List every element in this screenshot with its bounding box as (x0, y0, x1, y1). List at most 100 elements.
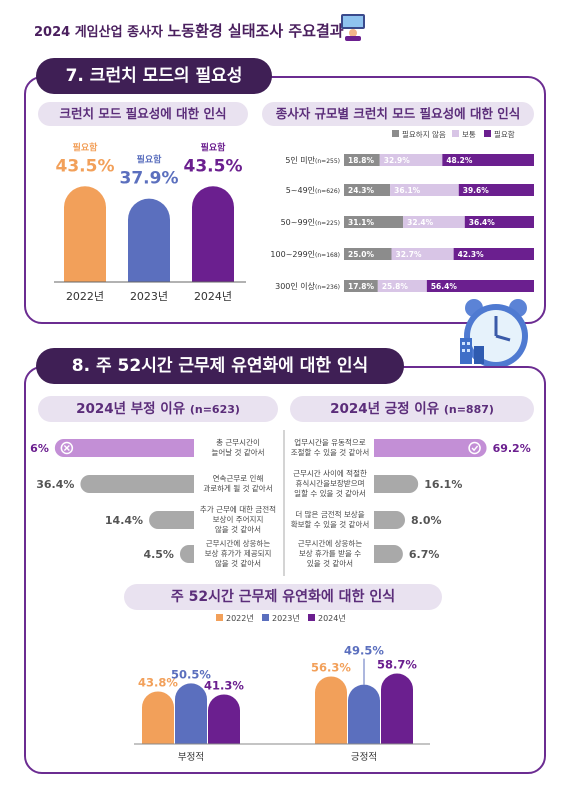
negative-reason-label: 추가 근무에 대한 금전적 보상이 주어지지 않을 것 같아서 (200, 504, 276, 534)
size-segment (453, 248, 534, 260)
size-segment (464, 216, 534, 228)
positive-heading-n: (n=887) (443, 403, 494, 416)
worker-monitor-icon (341, 14, 365, 41)
negative-reason-value: 14.4% (105, 514, 143, 527)
flex-legend-label: 2022년 (226, 613, 254, 623)
size-legend-label: 필요하지 않음 (402, 129, 446, 139)
flex-bar (315, 676, 347, 744)
size-segment-label: 32.7% (396, 250, 423, 259)
size-legend-swatch (484, 130, 491, 137)
positive-reason-label: 근무시간 사이에 적절한 휴식시간을보장받으며 일할 수 있을 것 같아서 (293, 468, 367, 498)
negative-reason-label: 근무시간에 상응하는 보상 휴가가 제공되지 않을 것 같아서 (205, 538, 272, 568)
section-7-title: 7. 크런치 모드의 필요성 (36, 58, 272, 94)
size-legend-label: 보통 (462, 130, 476, 139)
positive-check-icon (468, 441, 481, 455)
flex-bar (348, 684, 380, 744)
positive-reason-label: 더 많은 금전적 보상을 확보할 수 있을 것 같아서 (291, 509, 370, 529)
flex-value-label: 50.5% (171, 667, 211, 681)
negative-reasons-heading: 2024년 부정 이유 (n=623) (38, 396, 278, 422)
negative-x-mark (63, 445, 70, 451)
size-segment-label: 32.4% (407, 218, 434, 227)
size-segment-label: 36.4% (469, 218, 496, 227)
positive-reason-value: 16.1% (424, 478, 462, 491)
size-category-label: 5~49인(n=626) (286, 185, 340, 195)
crunch-right-heading: 종사자 규모별 크런치 모드 필요성에 대한 인식 (262, 102, 534, 126)
flex-bar (381, 673, 413, 744)
crunch-year-label: 2023년 (130, 290, 168, 303)
size-legend-label: 필요함 (494, 129, 515, 139)
flex-value-label: 43.8% (138, 675, 178, 689)
flex-legend-swatch (216, 614, 223, 621)
size-segment (379, 154, 443, 166)
size-segment (344, 248, 392, 260)
flex-bar (142, 691, 174, 744)
crunch-left-heading: 크런치 모드 필요성에 대한 인식 (38, 102, 248, 126)
negative-reason-bar (54, 439, 195, 457)
flex-legend-swatch (308, 614, 315, 621)
size-segment (442, 154, 534, 166)
crunch-yearly-chart: 필요함 43.5% 2022년 필요함 37.9% 2023년 필요함 43.5% 2024년 (54, 141, 246, 303)
positive-reasons-heading: 2024년 긍정 이유 (n=887) (290, 396, 534, 422)
size-segment-label: 39.6% (463, 186, 490, 195)
positive-reason-label: 근무시간에 상응하는 보상 휴가를 받을 수 있을 것 같아서 (298, 538, 363, 568)
size-category-label: 100~299인(n=168) (270, 249, 340, 259)
size-segment-label: 31.1% (348, 218, 375, 227)
size-legend-swatch (392, 130, 399, 137)
negative-heading-n: (n=623) (189, 403, 240, 416)
flex-value-label: 41.3% (204, 678, 244, 692)
alarm-clock-icon (460, 299, 528, 368)
positive-reason-value: 69.2% (493, 442, 531, 455)
flex-bar (208, 694, 240, 744)
crunch-size-chart: 필요하지 않음 보통 필요함 5인 미만(n=255) 18.8% 32.9% 48.2% 5… (270, 129, 534, 292)
flex-legend-label: 2023년 (272, 613, 300, 623)
positive-reason-bar (374, 475, 419, 493)
size-segment (390, 184, 459, 196)
crunch-bar (64, 186, 106, 282)
section-8-panel (24, 366, 546, 774)
header-prefix: 2024 게임산업 종사자 (34, 25, 163, 40)
positive-reason-value: 6.7% (409, 548, 440, 561)
size-segment (344, 216, 404, 228)
size-segment-label: 32.9% (384, 156, 411, 165)
crunch-series-label: 필요함 (73, 141, 99, 153)
negative-reason-label: 연속근무로 인해 과로하게 될 것 같아서 (203, 473, 272, 493)
size-category-label: 50~99인(n=225) (281, 217, 340, 227)
negative-reason-label: 총 근무시간이 늘어날 것 같아서 (211, 437, 264, 457)
positive-reason-bar (374, 545, 403, 563)
size-segment-label: 48.2% (446, 156, 473, 165)
size-segment (344, 184, 391, 196)
size-segment-label: 24.3% (348, 186, 375, 195)
flex-work-chart: 2022년 2023년 2024년 43.8%50.5%41.3% 부정적 56.3% 49… (134, 613, 430, 763)
positive-reason-value: 8.0% (411, 514, 442, 527)
crunch-year-label: 2022년 (66, 290, 104, 303)
size-segment (403, 216, 465, 228)
crunch-value-label: 43.5% (184, 156, 243, 176)
negative-reason-value: 44.6% (30, 442, 49, 455)
header-title: 노동환경 실태조사 주요결과 (167, 22, 344, 40)
crunch-bar (192, 186, 234, 282)
negative-reason-bar (179, 545, 194, 563)
size-category-label: 5인 미만(n=255) (285, 155, 340, 165)
negative-reason-bar (149, 511, 194, 529)
crunch-series-label: 필요함 (137, 154, 163, 166)
negative-reason-bar (80, 475, 194, 493)
flex-bar (175, 683, 207, 744)
size-segment (377, 280, 427, 292)
negative-x-icon (60, 441, 74, 455)
size-segment (391, 248, 454, 260)
positive-reason-bar (374, 511, 406, 529)
positive-check-mark (471, 445, 479, 452)
size-category-label: 300인 이상(n=236) (275, 281, 340, 291)
flex-category-label: 부정적 (178, 751, 204, 763)
size-segment-label: 56.4% (431, 282, 458, 291)
size-segment (344, 280, 378, 292)
negative-reason-value: 36.4% (36, 478, 74, 491)
positive-reason-bar (374, 439, 487, 457)
negative-reason-value: 4.5% (143, 548, 174, 561)
size-segment-label: 42.3% (458, 250, 485, 259)
flex-work-heading: 주 52시간 근무제 유연화에 대한 인식 (124, 584, 442, 610)
size-segment (344, 154, 380, 166)
crunch-year-label: 2024년 (194, 290, 232, 303)
flex-legend-swatch (262, 614, 269, 621)
positive-reason-label: 업무시간을 유동적으로 조절할 수 있을 것 같아서 (291, 437, 370, 457)
